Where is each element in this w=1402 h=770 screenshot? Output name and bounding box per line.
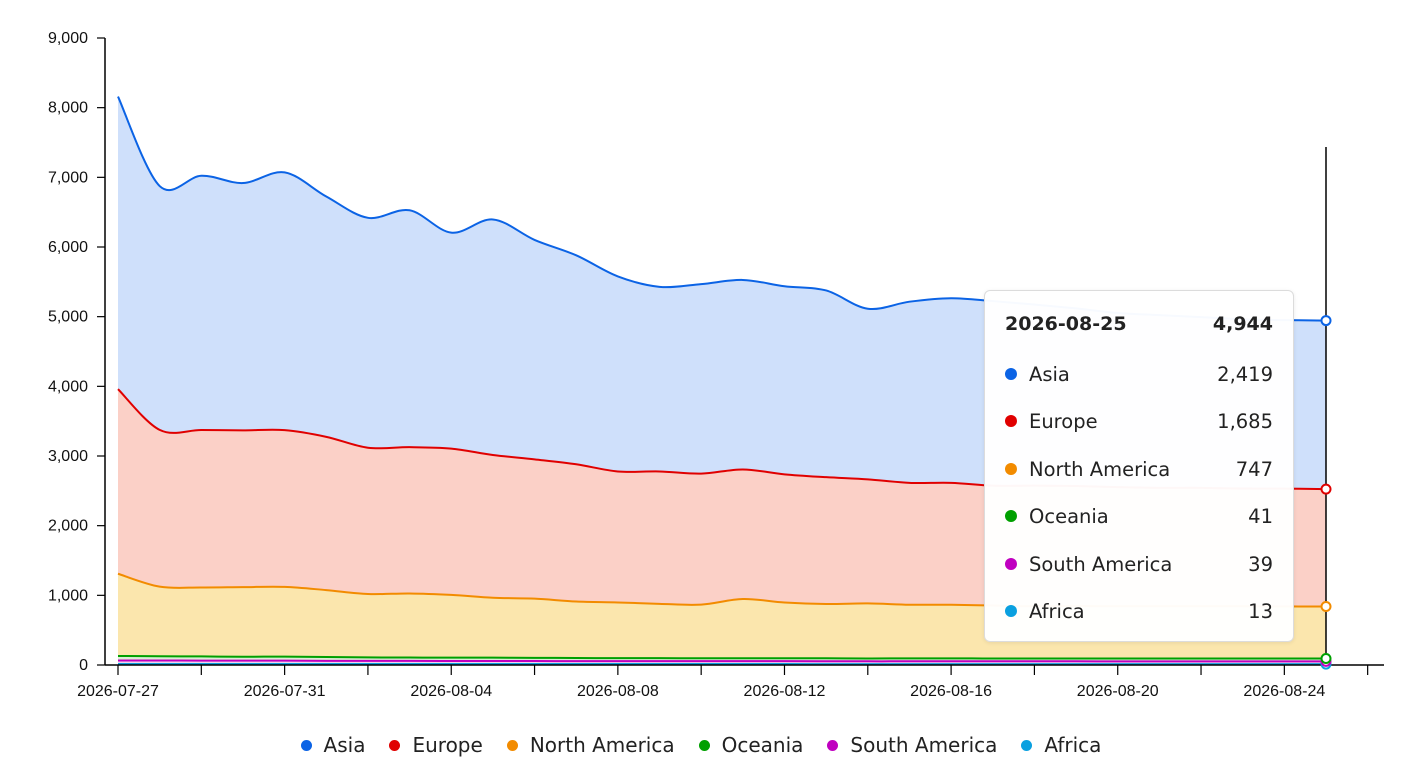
hover-marker-oceania	[1320, 653, 1332, 665]
y-tick-label: 9,000	[48, 30, 88, 47]
y-tick-label: 4,000	[48, 378, 88, 395]
hover-marker-north-america	[1320, 600, 1332, 612]
legend-label: Oceania	[721, 733, 804, 757]
tooltip-row-north-america: North America 747	[1005, 456, 1273, 482]
x-tick-label: 2026-08-16	[910, 683, 992, 700]
hover-indicator	[1320, 147, 1332, 670]
hover-marker-asia	[1320, 315, 1332, 327]
tooltip-series-name: North America	[1029, 457, 1171, 481]
tooltip-row-asia: Asia 2,419	[1005, 361, 1273, 387]
legend-dot-icon	[300, 739, 312, 751]
y-tick-label: 5,000	[48, 309, 88, 326]
legend-dot-icon	[827, 739, 839, 751]
legend-label: North America	[529, 733, 675, 757]
tooltip-series-value: 39	[1248, 552, 1273, 576]
y-tick-label: 8,000	[48, 100, 88, 117]
legend-item-asia[interactable]: Asia	[300, 733, 366, 757]
chart-legend: Asia Europe North America Oceania South …	[0, 732, 1402, 758]
tooltip: 2026-08-25 4,944 Asia 2,419 Europe 1,685…	[984, 290, 1294, 642]
tooltip-series-name: South America	[1029, 552, 1173, 576]
tooltip-series-name: Asia	[1029, 362, 1070, 386]
y-tick-label: 6,000	[48, 239, 88, 256]
tooltip-series-name: Europe	[1029, 409, 1098, 433]
y-tick-label: 1,000	[48, 587, 88, 604]
africa-dot-icon	[1005, 605, 1017, 617]
tooltip-row-africa: Africa 13	[1005, 598, 1273, 624]
y-tick-label: 2,000	[48, 518, 88, 535]
legend-item-south-america[interactable]: South America	[827, 733, 997, 757]
x-tick-label: 2026-07-27	[77, 683, 159, 700]
y-tick-label: 7,000	[48, 169, 88, 186]
x-tick-label: 2026-08-08	[577, 683, 659, 700]
tooltip-series-value: 13	[1248, 599, 1273, 623]
x-tick-label: 2026-08-04	[410, 683, 492, 700]
legend-item-north-america[interactable]: North America	[506, 733, 675, 757]
tooltip-series-value: 41	[1248, 504, 1273, 528]
y-tick-label: 0	[79, 657, 88, 674]
south-america-dot-icon	[1005, 558, 1017, 570]
x-tick-label: 2026-07-31	[244, 683, 326, 700]
tooltip-row-south-america: South America 39	[1005, 551, 1273, 577]
legend-item-oceania[interactable]: Oceania	[698, 733, 804, 757]
chart-axes: 0 1,000 2,000 3,000 4,000 5,000 6,000 7,000 8,00…	[48, 30, 1384, 700]
tooltip-date: 2026-08-25	[1005, 313, 1127, 335]
europe-dot-icon	[1005, 415, 1017, 427]
legend-label: Europe	[412, 733, 483, 757]
legend-dot-icon	[1021, 739, 1033, 751]
tooltip-series-value: 2,419	[1217, 362, 1273, 386]
x-tick-label: 2026-08-24	[1243, 683, 1325, 700]
tooltip-row-europe: Europe 1,685	[1005, 408, 1273, 434]
tooltip-series-value: 747	[1235, 457, 1273, 481]
tooltip-row-oceania: Oceania 41	[1005, 503, 1273, 529]
legend-dot-icon	[698, 739, 710, 751]
tooltip-series-value: 1,685	[1217, 409, 1273, 433]
area-north-america	[118, 573, 1326, 665]
oceania-dot-icon	[1005, 510, 1017, 522]
line-south-america	[117, 659, 1326, 663]
y-tick-label: 3,000	[48, 448, 88, 465]
north-america-dot-icon	[1005, 463, 1017, 475]
line-oceania	[117, 654, 1326, 660]
legend-label: Asia	[323, 733, 366, 757]
x-tick-label: 2026-08-12	[744, 683, 826, 700]
legend-label: South America	[850, 733, 998, 757]
legend-dot-icon	[389, 739, 401, 751]
legend-label: Africa	[1044, 733, 1102, 757]
tooltip-series-name: Africa	[1029, 599, 1085, 623]
asia-dot-icon	[1005, 368, 1017, 380]
legend-item-africa[interactable]: Africa	[1021, 733, 1101, 757]
tooltip-total: 4,944	[1212, 313, 1273, 335]
tooltip-series-name: Oceania	[1029, 504, 1109, 528]
x-tick-label: 2026-08-20	[1077, 683, 1159, 700]
tooltip-header: 2026-08-25 4,944	[1005, 313, 1273, 337]
legend-item-europe[interactable]: Europe	[389, 733, 483, 757]
hover-marker-europe	[1320, 483, 1332, 495]
legend-dot-icon	[506, 739, 518, 751]
